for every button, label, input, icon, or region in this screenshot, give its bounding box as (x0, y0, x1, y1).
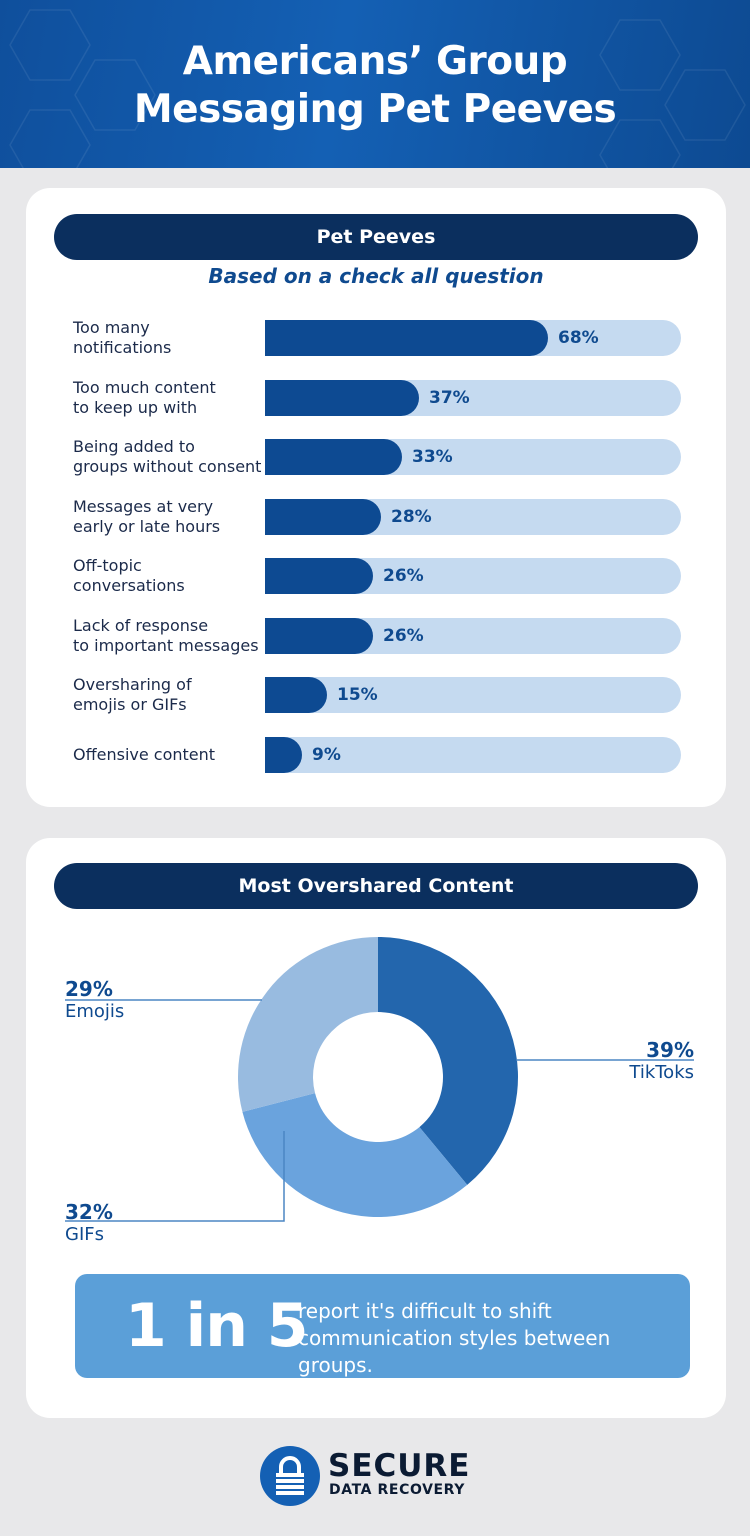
bar-row: Offensive content 9% (26, 736, 726, 774)
bar-row: Being added to groups without consent 33% (26, 437, 726, 476)
slice-value-tiktoks: 39% (646, 1038, 694, 1062)
bar-category-label: Off-topic conversations (73, 556, 273, 595)
bar-row: Off-topic conversations 26% (26, 556, 726, 595)
slice-name-tiktoks: TikToks (629, 1062, 694, 1083)
bar-value-label: 28% (391, 506, 432, 527)
donut-chart (65, 937, 694, 1222)
bar-category-label: Messages at very early or late hours (73, 496, 273, 536)
bar-category-text: Oversharing of emojis or GIFs (73, 675, 192, 714)
bar (265, 439, 402, 475)
bar (265, 498, 381, 535)
bar-value-label: 26% (383, 625, 424, 646)
leader-line-gifs (65, 1131, 285, 1222)
overshared-heading: Most Overshared Content (54, 863, 698, 909)
bar (265, 617, 373, 654)
donut-slice-emojis (238, 937, 378, 1112)
bar-category-label: Oversharing of emojis or GIFs (73, 675, 273, 714)
slice-value-gifs: 32% (65, 1200, 113, 1224)
title-line-1: Americans’ Group (182, 39, 568, 84)
overshared-card: Most Overshared Content 29% Emojis 39% T… (26, 838, 726, 1418)
slice-label-emojis: 29% Emojis (65, 977, 124, 1023)
bar-value-label: 26% (383, 566, 424, 586)
bar-row: Lack of response to important messages 26… (26, 615, 726, 655)
stat-callout: 1 in 5 report it's difficult to shift co… (75, 1274, 690, 1378)
bar-category-text: Too many notifications (73, 318, 172, 357)
slice-label-tiktoks: 39% TikToks (622, 1038, 694, 1084)
bar-category-text: Messages at very early or late hours (73, 496, 221, 536)
hexagon-pattern (9, 9, 746, 168)
bar-category-label: Being added to groups without consent (73, 437, 273, 476)
bar-category-label: Too much content to keep up with (73, 377, 273, 417)
bar-row: Messages at very early or late hours 28% (26, 496, 726, 536)
logo-word-data-recovery: DATA RECOVERY (329, 1482, 466, 1498)
bar-value-label: 68% (558, 328, 599, 348)
page-title: Americans’ Group Messaging Pet Peeves (0, 38, 750, 134)
pet-peeves-heading: Pet Peeves (54, 214, 698, 260)
bar-track: 37% (265, 379, 681, 416)
bar-category-label: Too many notifications (73, 318, 273, 357)
bar-category-text: Being added to groups without consent (73, 437, 262, 476)
bar-value-label: 33% (412, 447, 453, 467)
bar-row: Too many notifications 68% (26, 318, 726, 357)
pet-peeves-subtitle: Based on a check all question (208, 264, 544, 288)
title-line-2: Messaging Pet Peeves (133, 87, 617, 132)
stat-description: report it's difficult to shift communica… (298, 1299, 611, 1377)
bar-track: 15% (265, 677, 681, 713)
donut-slice-gifs (242, 1093, 468, 1217)
bar (265, 379, 419, 416)
bar (265, 677, 327, 713)
bar (265, 736, 302, 773)
bar-category-label: Offensive content (73, 736, 273, 774)
bar-track: 28% (265, 498, 681, 535)
bar-value-label: 9% (312, 744, 341, 765)
donut-slice-tiktoks (378, 937, 518, 1185)
slice-value-emojis: 29% (65, 977, 113, 1001)
bar-value-label: 37% (429, 387, 470, 408)
bar-value-label: 15% (337, 685, 378, 705)
padlock-icon (276, 1456, 304, 1495)
logo-word-secure: SECURE (328, 1448, 471, 1484)
bar-track: 9% (265, 736, 681, 773)
bar-category-text: Too much content to keep up with (73, 377, 216, 417)
slice-name-gifs: GIFs (65, 1224, 104, 1245)
logo-badge (260, 1446, 320, 1506)
bar-track: 68% (265, 320, 681, 356)
bar-category-text: Lack of response to important messages (73, 615, 259, 655)
bar-track: 26% (265, 558, 681, 594)
bar (265, 558, 373, 594)
stat-big-number: 1 in 5 (125, 1291, 309, 1361)
secure-data-recovery-logo: SECURE DATA RECOVERY (260, 1444, 500, 1508)
slice-label-gifs: 32% GIFs (65, 1200, 113, 1246)
bar-category-text: Offensive content (73, 744, 216, 764)
bar (265, 320, 548, 356)
bar-track: 26% (265, 617, 681, 654)
bar-track: 33% (265, 439, 681, 475)
pet-peeves-card: Pet Peeves Based on a check all question… (26, 188, 726, 807)
bar-row: Oversharing of emojis or GIFs 15% (26, 675, 726, 714)
bar-category-text: Off-topic conversations (73, 556, 185, 595)
header-banner: Americans’ Group Messaging Pet Peeves (0, 0, 750, 168)
bar-row: Too much content to keep up with 37% (26, 377, 726, 417)
bar-category-label: Lack of response to important messages (73, 615, 273, 655)
slice-name-emojis: Emojis (65, 1001, 125, 1022)
